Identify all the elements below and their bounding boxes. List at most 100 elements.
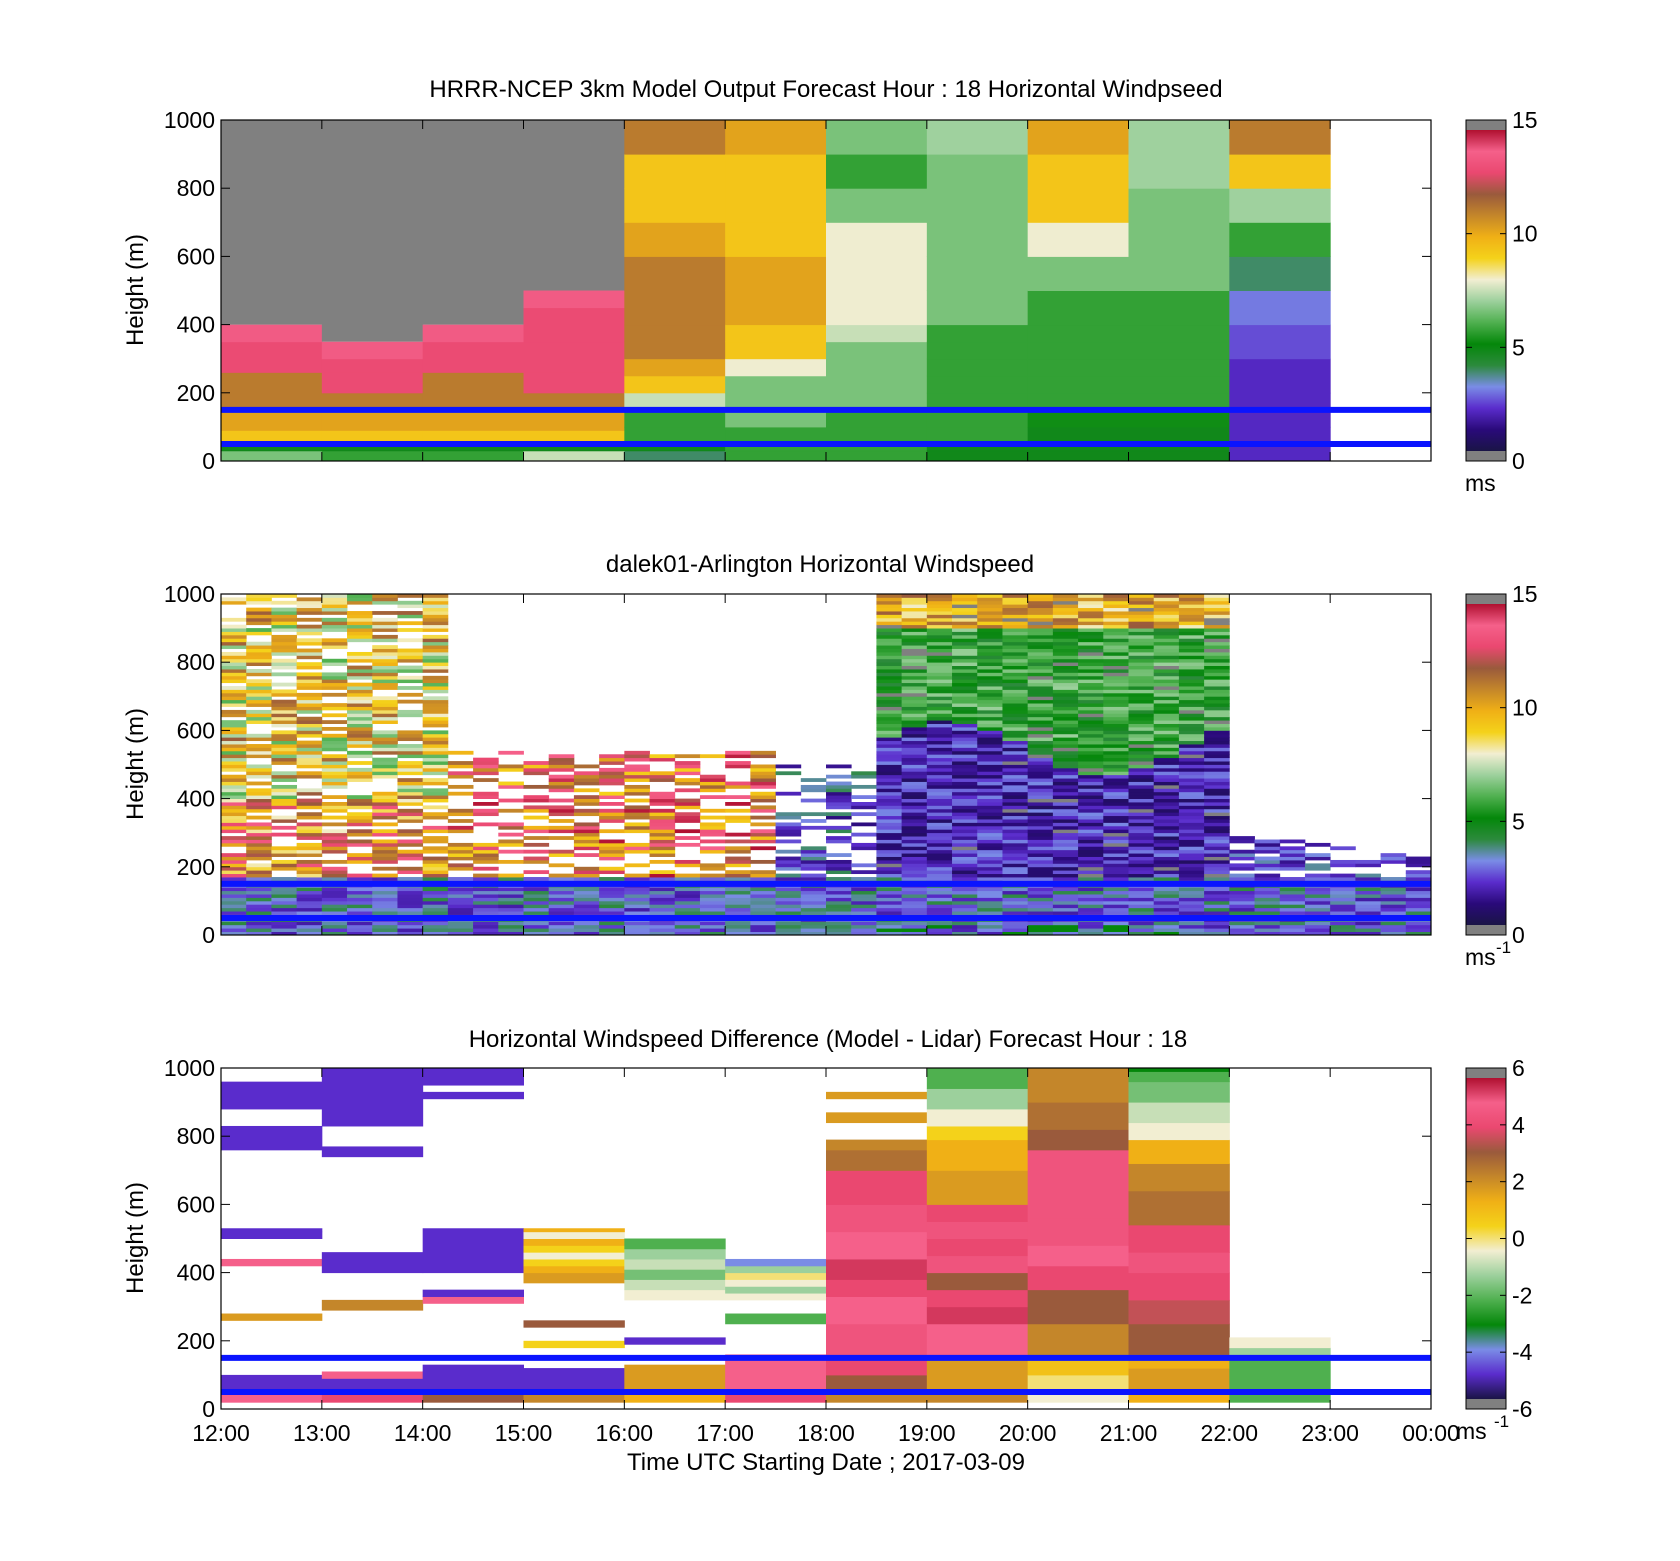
heatmap-cell — [599, 931, 625, 935]
heatmap-cell — [876, 849, 903, 854]
heatmap-cell — [1405, 894, 1431, 898]
heatmap-cell — [1128, 723, 1155, 728]
heatmap-cell — [699, 774, 726, 779]
heatmap-cell — [422, 617, 449, 622]
heatmap-cell — [1204, 703, 1230, 707]
heatmap-cell — [1153, 757, 1180, 762]
heatmap-cell — [1153, 849, 1180, 854]
heatmap-cell — [246, 802, 272, 806]
heatmap-cell — [246, 628, 272, 632]
heatmap-cell — [321, 740, 348, 745]
heatmap-cell — [674, 863, 701, 868]
heatmap-cell — [1405, 911, 1431, 915]
heatmap-cell — [397, 788, 424, 793]
heatmap-cell — [599, 866, 625, 871]
heatmap-cell — [1380, 877, 1407, 881]
heatmap-cell — [876, 853, 903, 857]
heatmap-cell — [1052, 904, 1079, 909]
heatmap-cell — [1153, 628, 1180, 632]
heatmap-cell — [1052, 877, 1079, 881]
heatmap-cell — [926, 761, 953, 765]
heatmap-cell — [1178, 870, 1205, 875]
heatmap-cell — [1178, 866, 1205, 871]
heatmap-cell — [826, 907, 852, 912]
heatmap-cell — [573, 897, 600, 902]
heatmap-cell — [296, 706, 323, 711]
heatmap-cell — [498, 904, 524, 909]
heatmap-cell — [221, 651, 247, 656]
heatmap-cell — [1178, 669, 1205, 673]
heatmap-cell — [926, 774, 953, 779]
heatmap-cell — [1178, 815, 1205, 820]
heatmap-cell — [347, 877, 373, 881]
heatmap-cell — [1052, 597, 1079, 602]
heatmap-cell — [271, 651, 298, 656]
heatmap-cell — [1027, 621, 1054, 626]
colorbar-tick-label: 10 — [1512, 695, 1538, 721]
heatmap-cell — [573, 839, 600, 844]
heatmap-cell — [1153, 853, 1180, 857]
heatmap-cell — [725, 856, 751, 861]
heatmap-cell — [1128, 594, 1155, 598]
heatmap-cell — [523, 767, 550, 772]
heatmap-cell — [397, 798, 424, 803]
heatmap-cell — [1027, 730, 1054, 735]
heatmap-cell — [1153, 856, 1180, 861]
heatmap-cell — [1204, 784, 1230, 789]
heatmap-cell — [826, 426, 928, 445]
heatmap-cell — [952, 692, 978, 697]
heatmap-cell — [221, 904, 247, 909]
colorbar-unit: ms — [1465, 944, 1496, 970]
heatmap-cell — [221, 900, 247, 905]
heatmap-cell — [372, 730, 398, 735]
heatmap-cell — [1027, 665, 1054, 670]
heatmap-cell — [926, 1323, 1029, 1359]
heatmap-cell — [1204, 669, 1230, 673]
heatmap-cell — [977, 594, 1003, 598]
heatmap-cell — [876, 784, 903, 789]
heatmap-cell — [1103, 928, 1129, 932]
heatmap-cell — [1027, 805, 1054, 810]
heatmap-cell — [977, 767, 1003, 772]
heatmap-cell — [422, 733, 449, 738]
heatmap-cell — [246, 733, 272, 738]
heatmap-cell — [674, 819, 701, 823]
heatmap-cell — [347, 761, 373, 765]
heatmap-cell — [1027, 754, 1054, 759]
heatmap-cell — [876, 651, 903, 656]
heatmap-cell — [800, 798, 827, 803]
heatmap-cell — [1027, 1102, 1129, 1130]
heatmap-cell — [1052, 594, 1079, 598]
heatmap-cell — [296, 655, 323, 660]
heatmap-cell — [422, 409, 524, 431]
heatmap-cell — [1128, 1252, 1230, 1274]
heatmap-cell — [1103, 638, 1129, 643]
heatmap-cell — [221, 726, 247, 731]
heatmap-cell — [952, 645, 978, 649]
y-tick-label: 800 — [177, 175, 215, 201]
heatmap-cell — [1178, 696, 1205, 701]
heatmap-cell — [1128, 621, 1155, 626]
heatmap-cell — [826, 829, 852, 834]
heatmap-cell — [473, 928, 499, 932]
heatmap-cell — [347, 890, 373, 895]
heatmap-cell — [926, 645, 953, 649]
heatmap-cell — [1128, 375, 1230, 394]
heatmap-cell — [901, 682, 928, 687]
heatmap-cell — [1052, 669, 1079, 673]
heatmap-cell — [246, 822, 272, 827]
heatmap-cell — [699, 894, 726, 898]
x-tick-label: 23:00 — [1301, 1420, 1359, 1446]
heatmap-cell — [926, 907, 953, 912]
heatmap-cell — [1027, 1391, 1129, 1403]
heatmap-cell — [271, 815, 298, 820]
heatmap-cell — [876, 778, 903, 782]
heatmap-cell — [952, 764, 978, 769]
heatmap-cell — [699, 788, 726, 793]
heatmap-cell — [1153, 808, 1180, 813]
heatmap-cell — [321, 726, 348, 731]
heatmap-cell — [1204, 921, 1230, 926]
heatmap-cell — [1128, 928, 1155, 932]
heatmap-cell — [1204, 822, 1230, 827]
heatmap-cell — [271, 600, 298, 605]
